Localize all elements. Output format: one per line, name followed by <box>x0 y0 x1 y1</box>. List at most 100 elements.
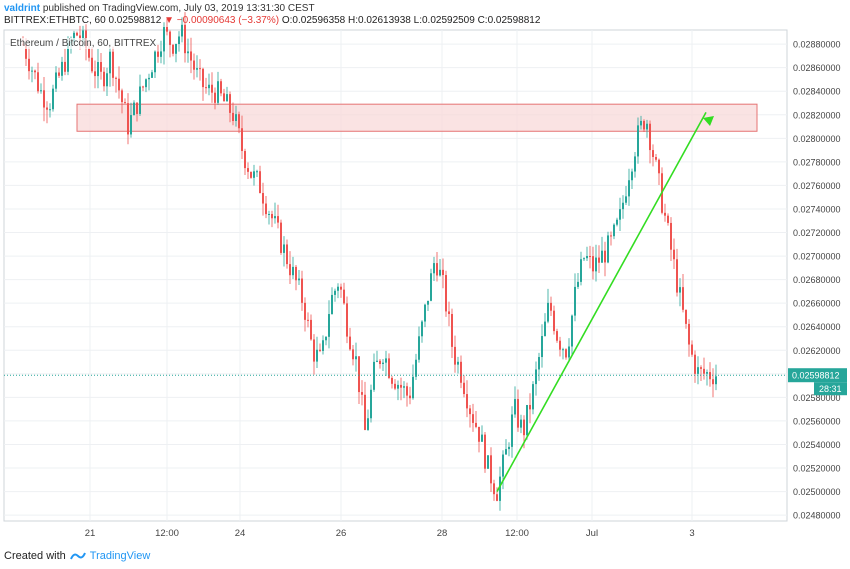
candle-body <box>547 302 549 322</box>
candle-body <box>373 361 375 390</box>
candle-body <box>607 235 609 263</box>
candle-body <box>421 321 423 337</box>
candle-body <box>685 309 687 324</box>
candle-body <box>307 319 309 321</box>
candle-body <box>610 235 612 237</box>
candle-body <box>256 171 258 173</box>
candle-body <box>187 51 189 54</box>
candle-body <box>562 349 564 351</box>
candle-body <box>280 222 282 253</box>
candle-body <box>127 103 129 135</box>
candle-body <box>460 361 462 383</box>
candle-body <box>52 88 54 110</box>
candle-body <box>655 157 657 160</box>
candle-body <box>370 389 372 419</box>
chart-title: Ethereum / Bitcoin, 60, BITTREX <box>10 38 157 49</box>
candle-body <box>382 362 384 365</box>
candle-body <box>115 77 117 79</box>
candle-body <box>310 319 312 340</box>
candle-body <box>25 44 27 59</box>
x-tick-label: 3 <box>689 528 694 539</box>
plot-area <box>3 29 788 522</box>
candle-body <box>679 287 681 293</box>
candle-body <box>226 94 228 102</box>
candle-body <box>415 359 417 377</box>
candle-body <box>262 193 264 204</box>
candle-body <box>214 92 216 103</box>
tradingview-brand[interactable]: TradingView <box>89 550 151 562</box>
candle-body <box>601 250 603 263</box>
candle-body <box>457 361 459 365</box>
candle-body <box>82 30 84 41</box>
candle-body <box>157 51 159 57</box>
candle-body <box>154 51 156 73</box>
candle-body <box>247 168 249 172</box>
current-price-label: 0.02598812 <box>792 371 840 381</box>
candle-body <box>379 360 381 365</box>
y-tick-label: 0.02820000 <box>793 110 841 120</box>
candle-body <box>286 244 288 265</box>
candle-body <box>202 68 204 88</box>
candle-body <box>472 414 474 423</box>
y-tick-label: 0.02860000 <box>793 63 841 73</box>
candle-body <box>46 107 48 110</box>
candle-body <box>376 360 378 362</box>
candle-body <box>646 123 648 130</box>
footer: Created with TradingView <box>4 550 150 562</box>
candle-body <box>313 339 315 362</box>
candle-body <box>400 384 402 388</box>
candle-body <box>178 36 180 45</box>
y-tick-label: 0.02700000 <box>793 252 841 262</box>
candle-body <box>502 454 504 477</box>
candle-body <box>658 159 660 174</box>
candle-body <box>397 384 399 389</box>
candle-body <box>697 367 699 374</box>
candle-body <box>229 94 231 113</box>
candle-body <box>508 446 510 450</box>
candle-body <box>151 72 153 78</box>
candle-body <box>586 255 588 259</box>
candle-body <box>667 215 669 223</box>
y-tick-label: 0.02660000 <box>793 299 841 309</box>
current-price-tag <box>788 368 847 383</box>
published-text: published on TradingView.com, July 03, 2… <box>42 3 315 14</box>
candle-body <box>289 264 291 276</box>
candle-body <box>409 395 411 399</box>
candle-body <box>412 376 414 399</box>
y-tick-label: 0.02500000 <box>793 487 841 497</box>
candle-body <box>688 323 690 345</box>
y-tick-label: 0.02680000 <box>793 275 841 285</box>
candle-body <box>358 356 360 393</box>
publish-info: valdrint published on TradingView.com, J… <box>4 3 315 14</box>
candle-body <box>466 394 468 409</box>
candle-body <box>88 48 90 58</box>
candle-body <box>631 171 633 181</box>
candle-body <box>298 278 300 281</box>
candle-body <box>172 44 174 54</box>
candle-body <box>505 449 507 455</box>
candle-body <box>142 86 144 88</box>
ohlc-text: O:0.02596358 H:0.02613938 L:0.02592509 C… <box>281 15 541 26</box>
candle-body <box>322 340 324 351</box>
candle-body <box>232 112 234 121</box>
candle-body <box>40 90 42 92</box>
candle-body <box>484 434 486 469</box>
candle-body <box>181 24 183 37</box>
candle-body <box>175 44 177 54</box>
candle-body <box>193 60 195 70</box>
symbol-line: BITTREX:ETHBTC, 60 <box>4 15 106 26</box>
candle-body <box>394 383 396 389</box>
candle-body <box>58 72 60 76</box>
candle-body <box>337 286 339 291</box>
candle-body <box>673 249 675 260</box>
candle-body <box>616 219 618 225</box>
candle-body <box>148 77 150 80</box>
candle-body <box>106 73 108 87</box>
candle-body <box>118 78 120 91</box>
candle-body <box>271 214 273 219</box>
created-with-text: Created with <box>4 550 66 562</box>
author-name[interactable]: valdrint <box>4 3 41 14</box>
candle-body <box>364 394 366 430</box>
candle-body <box>487 455 489 469</box>
